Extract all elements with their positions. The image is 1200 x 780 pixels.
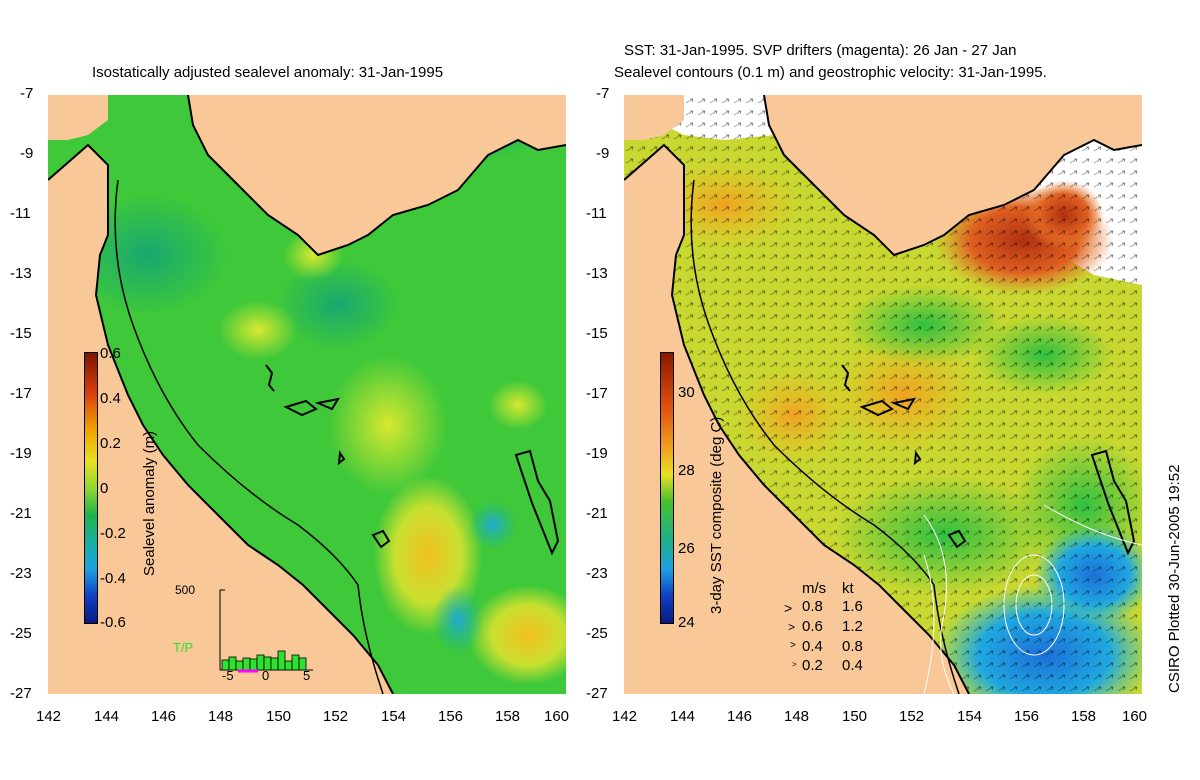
left-y-tick: -27 <box>10 685 32 702</box>
left-x-tick: 144 <box>94 708 120 725</box>
sst-map <box>624 95 1142 694</box>
left-x-tick: 154 <box>381 708 407 725</box>
velocity-legend: m/s kt > 0.8 1.6 > 0.6 1.2 > 0.4 0.8 > 0… <box>780 580 870 674</box>
left-x-tick: 160 <box>544 708 570 725</box>
sealevel-map-graphic <box>48 95 566 694</box>
left-y-tick: -9 <box>20 145 34 162</box>
left-y-tick: -19 <box>10 445 32 462</box>
left-y-tick: -23 <box>10 565 32 582</box>
left-x-tick: 152 <box>323 708 349 725</box>
velocity-legend-ms: 0.2 <box>802 657 823 674</box>
right-x-tick: 148 <box>784 708 810 725</box>
sst-colorbar-tick: 30 <box>678 384 695 401</box>
right-x-tick: 146 <box>727 708 753 725</box>
right-y-tick: -21 <box>586 505 608 522</box>
left-y-tick: -25 <box>10 625 32 642</box>
left-x-tick: 142 <box>36 708 62 725</box>
left-panel-title: Isostatically adjusted sealevel anomaly:… <box>92 64 444 81</box>
tp-histogram <box>219 589 313 673</box>
sst-colorbar <box>660 352 674 624</box>
sealevel-colorbar-tick: -0.4 <box>100 570 126 587</box>
sealevel-colorbar <box>84 352 98 624</box>
left-x-tick: 148 <box>208 708 234 725</box>
sst-colorbar-tick: 26 <box>678 540 695 557</box>
right-panel-title-line2: Sealevel contours (0.1 m) and geostrophi… <box>614 64 1047 81</box>
sst-colorbar-label: 3-day SST composite (deg C) <box>708 416 725 614</box>
right-x-tick: 150 <box>842 708 868 725</box>
right-y-tick: -13 <box>586 265 608 282</box>
left-y-tick: -17 <box>10 385 32 402</box>
left-y-tick: -11 <box>10 205 31 222</box>
right-y-tick: -27 <box>586 685 608 702</box>
histogram-x-tick: 5 <box>303 668 311 683</box>
velocity-legend-ms: 0.4 <box>802 638 823 655</box>
right-y-tick: -9 <box>596 145 610 162</box>
histogram-x-tick: -5 <box>222 668 234 683</box>
right-y-tick: -19 <box>586 445 608 462</box>
velocity-legend-ms: 0.6 <box>802 618 823 635</box>
sealevel-colorbar-tick: 0.4 <box>100 390 121 407</box>
sst-map-graphic <box>624 95 1142 694</box>
right-x-tick: 160 <box>1122 708 1148 725</box>
left-y-tick: -15 <box>10 325 32 342</box>
right-x-tick: 142 <box>612 708 638 725</box>
right-y-tick: -23 <box>586 565 608 582</box>
sealevel-colorbar-tick: 0 <box>100 480 109 497</box>
right-x-tick: 158 <box>1071 708 1097 725</box>
velocity-legend-ms: 0.8 <box>802 598 823 615</box>
sealevel-colorbar-tick: -0.2 <box>100 525 126 542</box>
sealevel-colorbar-tick: -0.6 <box>100 614 126 631</box>
velocity-legend-kt: 1.6 <box>842 598 863 615</box>
velocity-legend-kt: 1.2 <box>842 618 863 635</box>
velocity-legend-kt: 0.8 <box>842 638 863 655</box>
sealevel-colorbar-tick: 0.6 <box>100 345 121 362</box>
right-x-tick: 154 <box>957 708 983 725</box>
left-y-tick: -21 <box>10 505 32 522</box>
right-x-tick: 144 <box>670 708 696 725</box>
left-y-tick: -13 <box>10 265 32 282</box>
right-y-tick: -17 <box>586 385 608 402</box>
sealevel-anomaly-map <box>48 95 566 694</box>
right-panel-title-line1: SST: 31-Jan-1995. SVP drifters (magenta)… <box>624 42 1017 59</box>
velocity-arrow-icon: > <box>788 620 796 634</box>
velocity-legend-kt: 0.4 <box>842 657 863 674</box>
left-x-tick: 158 <box>495 708 521 725</box>
right-y-tick: -25 <box>586 625 608 642</box>
velocity-legend-header-kt: kt <box>842 580 854 597</box>
right-x-tick: 152 <box>899 708 925 725</box>
left-x-tick: 146 <box>151 708 177 725</box>
left-x-tick: 156 <box>438 708 464 725</box>
histogram-x-tick: 0 <box>262 668 270 683</box>
right-y-tick: -11 <box>586 205 607 222</box>
right-y-tick: -7 <box>596 85 610 102</box>
sst-colorbar-tick: 24 <box>678 614 695 631</box>
right-y-tick: -15 <box>586 325 608 342</box>
velocity-arrow-icon: > <box>792 660 797 669</box>
histogram-y-max-label: 500 <box>175 583 196 597</box>
histogram-source-label: T/P <box>173 640 194 655</box>
right-x-tick: 156 <box>1014 708 1040 725</box>
velocity-legend-header-ms: m/s <box>802 580 827 597</box>
velocity-arrow-icon: > <box>790 640 796 651</box>
sealevel-colorbar-label: Sealevel anomaly (m) <box>141 430 158 576</box>
left-y-tick: -7 <box>20 85 34 102</box>
sealevel-colorbar-tick: 0.2 <box>100 435 121 452</box>
velocity-arrow-icon: > <box>784 600 793 616</box>
sst-colorbar-tick: 28 <box>678 462 695 479</box>
left-x-tick: 150 <box>266 708 292 725</box>
csiro-credit: CSIRO Plotted 30-Jun-2005 19:52 <box>1166 464 1183 693</box>
